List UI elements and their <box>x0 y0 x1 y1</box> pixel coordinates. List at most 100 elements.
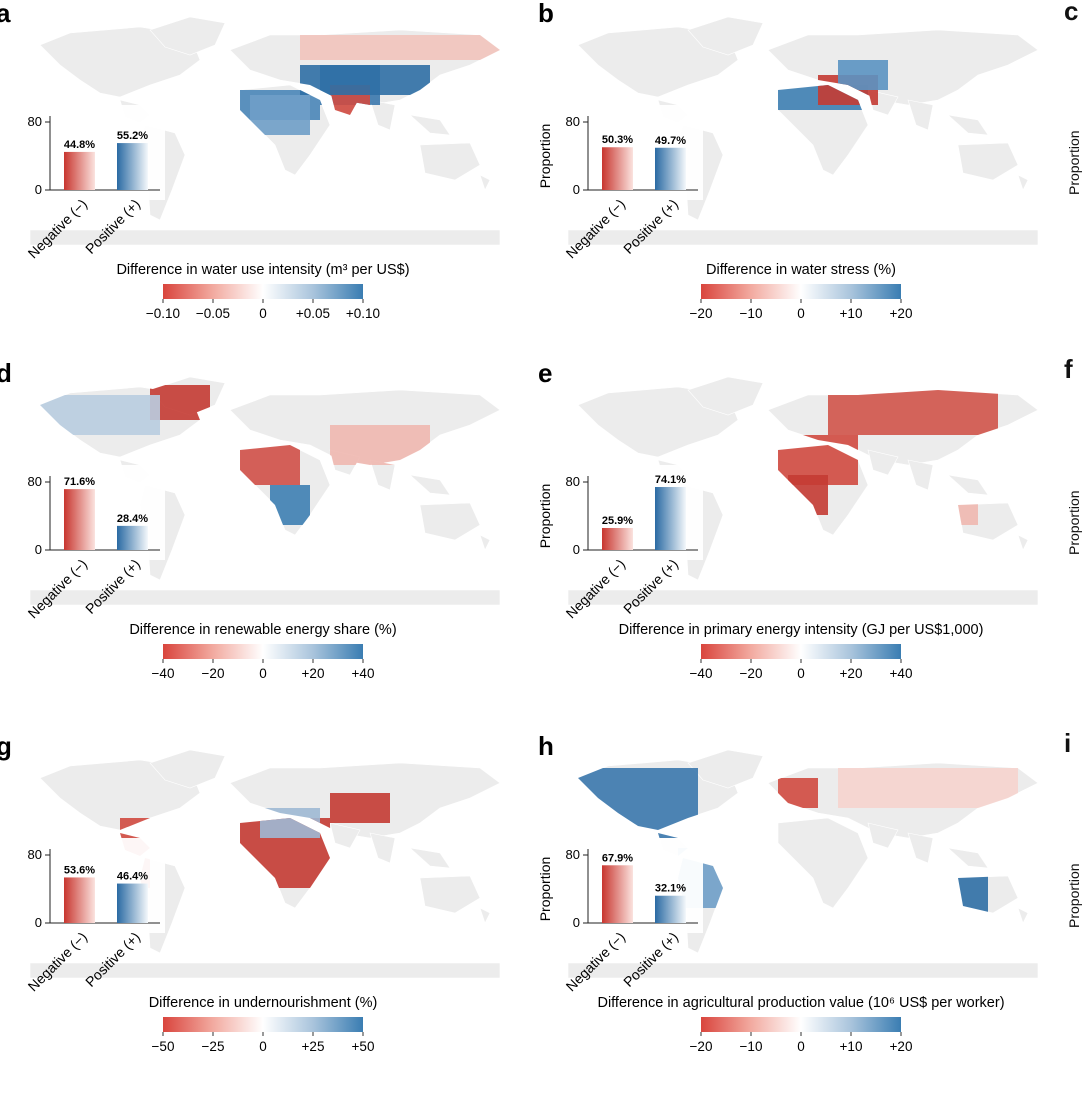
bar-positive <box>117 143 148 190</box>
land-region <box>29 589 501 606</box>
panel-svg-d: d 80 0 71.6% 28.4% Negative (−)Positive (+) Di… <box>0 358 501 681</box>
y-tick-label: 0 <box>573 182 580 197</box>
bar-value-label: 55.2% <box>117 130 148 142</box>
panel-label-i: i <box>1064 728 1072 758</box>
bar-negative <box>64 489 95 550</box>
y-tick-label: 0 <box>573 542 580 557</box>
x-category-label: Positive (+) <box>620 196 681 257</box>
land-region <box>907 832 934 864</box>
colorbar-tick-label: 0 <box>259 666 267 681</box>
land-region <box>39 26 201 98</box>
edge-ylabel-c: Proportion <box>1066 130 1082 195</box>
colorbar-title: Difference in renewable energy share (%) <box>129 622 396 638</box>
panel-label: b <box>538 0 554 28</box>
x-category-label: Positive (+) <box>620 929 681 990</box>
bar-positive <box>117 525 148 550</box>
colorbar-tick-label: −20 <box>690 306 713 321</box>
bar-negative <box>602 527 633 550</box>
panel-label: a <box>0 0 11 28</box>
land-region <box>29 962 501 979</box>
bar-negative <box>64 877 95 923</box>
colorbar-tick-label: +20 <box>890 306 913 321</box>
colorbar-tick-label: +0.10 <box>346 306 380 321</box>
country-tint <box>300 35 500 60</box>
x-category-label: Positive (+) <box>82 196 143 257</box>
land-region <box>409 114 451 136</box>
country-tint <box>240 445 300 485</box>
bar-value-label: 44.8% <box>64 139 95 151</box>
country-tint <box>260 808 320 838</box>
panel-label: e <box>538 358 552 388</box>
colorbar-tick-label: 0 <box>797 1039 805 1054</box>
colorbar-tick-label: −20 <box>690 1039 713 1054</box>
y-tick-label: 80 <box>28 847 42 862</box>
land-region <box>567 229 1039 246</box>
x-category-label: Negative (−) <box>25 556 91 622</box>
x-category-label: Positive (+) <box>82 929 143 990</box>
colorbar-title: Difference in primary energy intensity (… <box>619 622 984 638</box>
country-tint <box>788 475 828 515</box>
land-region <box>957 142 1019 181</box>
x-category-label: Negative (−) <box>563 196 629 262</box>
bar-value-label: 28.4% <box>117 513 148 525</box>
choropleth-tint <box>738 60 888 110</box>
panel-label-c: c <box>1064 0 1079 26</box>
country-tint <box>918 868 988 918</box>
colorbar-tick-label: +20 <box>840 666 863 681</box>
land-region <box>39 759 201 831</box>
land-region <box>947 847 989 869</box>
panel-label: h <box>538 731 554 761</box>
colorbar-tick-label: +40 <box>890 666 913 681</box>
land-region <box>567 589 1039 606</box>
colorbar-tick-label: −10 <box>740 306 763 321</box>
land-region <box>1017 174 1029 191</box>
land-region <box>369 99 396 131</box>
bar-value-label: 71.6% <box>64 476 95 488</box>
land-region <box>907 99 934 131</box>
land-region <box>687 16 764 56</box>
colorbar-tick-label: +20 <box>302 666 325 681</box>
edge-ylabel-i: Proportion <box>1066 863 1082 928</box>
colorbar <box>701 284 901 299</box>
colorbar-tick-label: −20 <box>740 666 763 681</box>
country-tint <box>778 778 818 808</box>
colorbar-title: Difference in agricultural production va… <box>597 995 1004 1011</box>
colorbar-tick-label: +10 <box>840 306 863 321</box>
bar-value-label: 25.9% <box>602 515 633 527</box>
colorbar-tick-label: +0.05 <box>296 306 330 321</box>
country-tint <box>938 495 978 525</box>
bar-positive <box>117 883 148 923</box>
colorbar-tick-label: −50 <box>152 1039 175 1054</box>
y-axis-label: Proportion <box>537 484 553 549</box>
y-tick-label: 80 <box>28 474 42 489</box>
country-tint <box>568 768 698 838</box>
y-tick-label: 80 <box>566 474 580 489</box>
x-category-label: Positive (+) <box>620 556 681 617</box>
colorbar-title: Difference in water stress (%) <box>706 262 896 278</box>
y-tick-label: 80 <box>566 114 580 129</box>
colorbar-tick-label: −25 <box>202 1039 225 1054</box>
land-region <box>409 847 451 869</box>
colorbar-tick-label: −0.05 <box>196 306 230 321</box>
bar-negative <box>602 865 633 923</box>
bar-negative <box>602 147 633 190</box>
country-tint <box>250 95 310 135</box>
bar-positive <box>655 487 686 550</box>
land-region <box>1017 534 1029 551</box>
bar-positive <box>655 147 686 190</box>
panel-a: a 80 0 44.8% 55.2% Negative (−) Positive (+) Di… <box>0 0 540 360</box>
land-region <box>867 822 899 849</box>
y-axis-label: Proportion <box>537 857 553 922</box>
bar-value-label: 50.3% <box>602 134 633 146</box>
country-tint <box>838 768 1018 808</box>
colorbar <box>163 1017 363 1032</box>
country-tint <box>838 60 888 90</box>
y-tick-label: 0 <box>35 542 42 557</box>
colorbar-tick-label: +10 <box>840 1039 863 1054</box>
land-region <box>777 817 869 909</box>
colorbar-tick-label: −20 <box>202 666 225 681</box>
colorbar <box>701 1017 901 1032</box>
panel-svg-e: e 80 0 Proportion 25.9% 74.1% Negative (−)Posi… <box>537 358 1039 681</box>
land-region <box>567 962 1039 979</box>
colorbar-tick-label: 0 <box>797 666 805 681</box>
